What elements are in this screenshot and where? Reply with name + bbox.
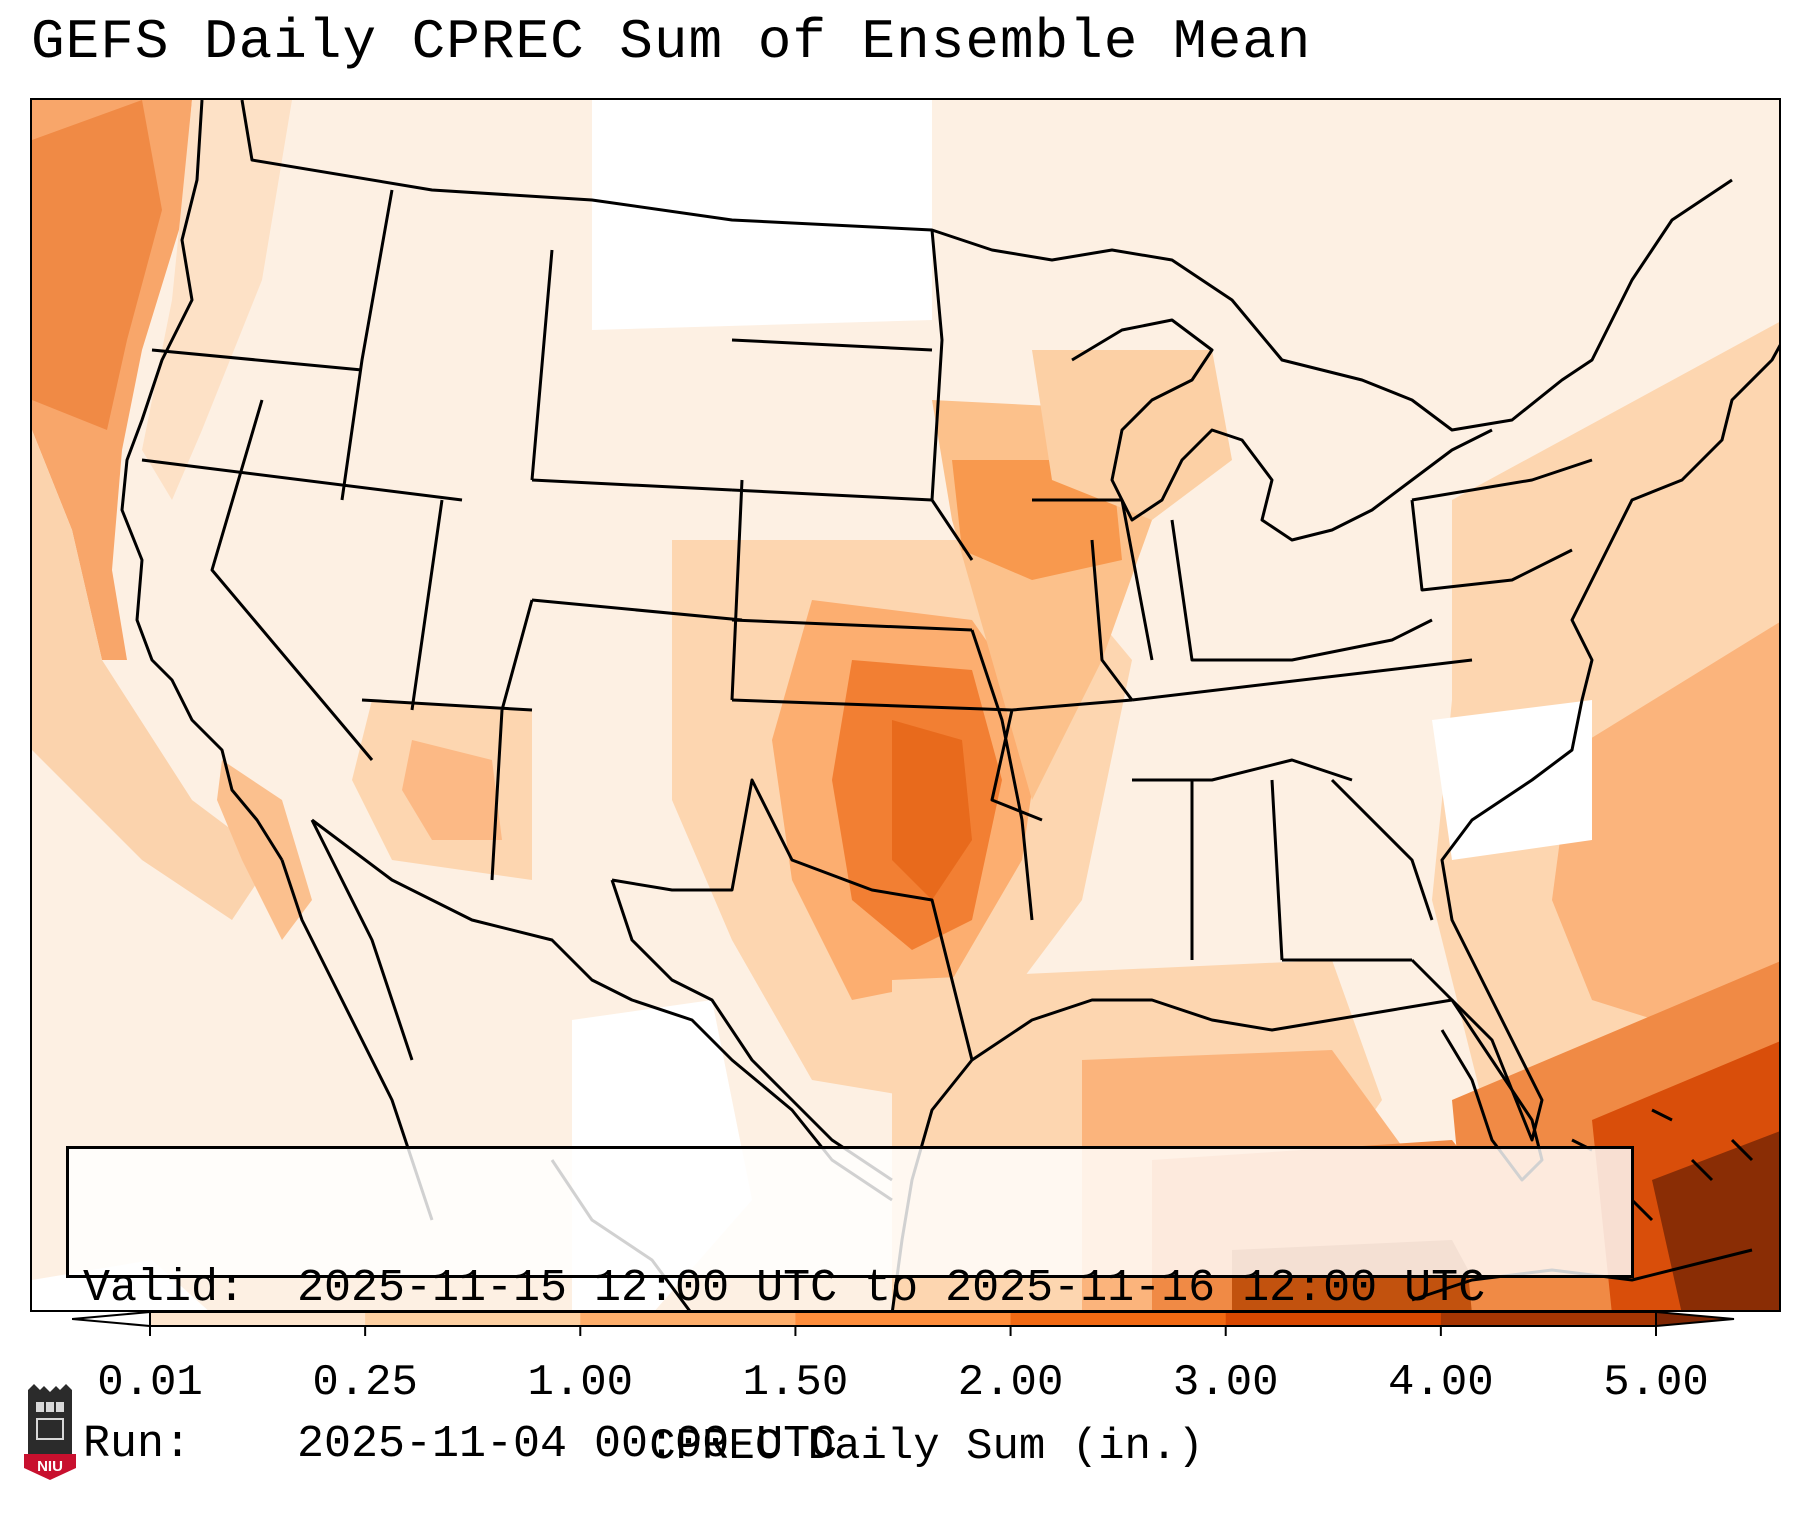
north-white [592,100,932,330]
boundaries [120,100,1779,1310]
state-lines-east [1032,458,1593,962]
tick-label: 0.01 [97,1358,203,1408]
tick-label: 1.50 [742,1358,849,1408]
islands [1571,1108,1754,1222]
texas-border [611,778,974,1061]
colorbar-segment [1225,1312,1442,1326]
colorbar-segment [795,1312,1012,1326]
atlantic-moderate [1552,622,1779,1059]
colorbar-segment [1440,1312,1657,1326]
colorbar-ticks [149,1326,1657,1336]
run-key: Run: [83,1419,192,1470]
tick-label: 0.25 [312,1358,418,1408]
colorbar-under-arrow [72,1310,151,1328]
arizona-core [402,740,502,840]
tick-label: 1.00 [527,1358,634,1408]
southeast-white [1432,700,1592,860]
valid-key: Valid: [83,1263,246,1314]
valid-value: 2025-11-15 12:00 UTC to 2025-11-16 12:00… [297,1263,1486,1314]
rio-grande [610,879,893,1182]
colorbar-segment [150,1312,366,1326]
run-value: 2025-11-04 00:00 UTC [297,1419,838,1470]
precipitation-map [30,98,1781,1312]
logo-shield [24,1454,76,1480]
state-lines-central [731,229,1133,921]
logo-text: NIU [37,1458,63,1475]
pacific-shore [32,430,272,920]
gulf-coastline [891,344,1779,1310]
west-coast [142,100,292,500]
map-canvas [32,100,1779,1310]
colorbar-label: CPREC Daily Sum (in.) [649,1422,1204,1472]
tick-label: 4.00 [1388,1358,1494,1408]
colorbar-segment [365,1312,581,1326]
caribbean-max [1652,1131,1779,1310]
tick-label: 5.00 [1603,1358,1709,1408]
canada-border [240,100,1733,432]
niu-logo: NIU [24,1384,76,1480]
chart-title: GEFS Daily CPREC Sum of Ensemble Mean [31,10,1312,74]
socal-band [217,760,312,940]
colorbar-outline [149,1311,1657,1327]
west-coastline [120,100,284,861]
colorbar [72,1310,1735,1336]
michigan-light [1032,350,1232,520]
oklahoma-max [892,720,972,900]
colorbar-segment [1010,1312,1227,1326]
mexico-coastline [311,818,893,1202]
validity-info-box: Valid: 2025-11-15 12:00 UTC to 2025-11-16… [66,1146,1634,1470]
colorbar-over-arrow [1655,1310,1735,1328]
colorbar-segments [150,1312,1657,1326]
tick-label: 2.00 [957,1358,1064,1408]
great-lakes [1071,318,1493,542]
pacific-core [32,100,162,430]
colorbar-segment [580,1312,796,1326]
state-lines-west [141,189,744,881]
precip-shading [32,100,1779,1310]
tick-label: 3.00 [1172,1358,1279,1408]
